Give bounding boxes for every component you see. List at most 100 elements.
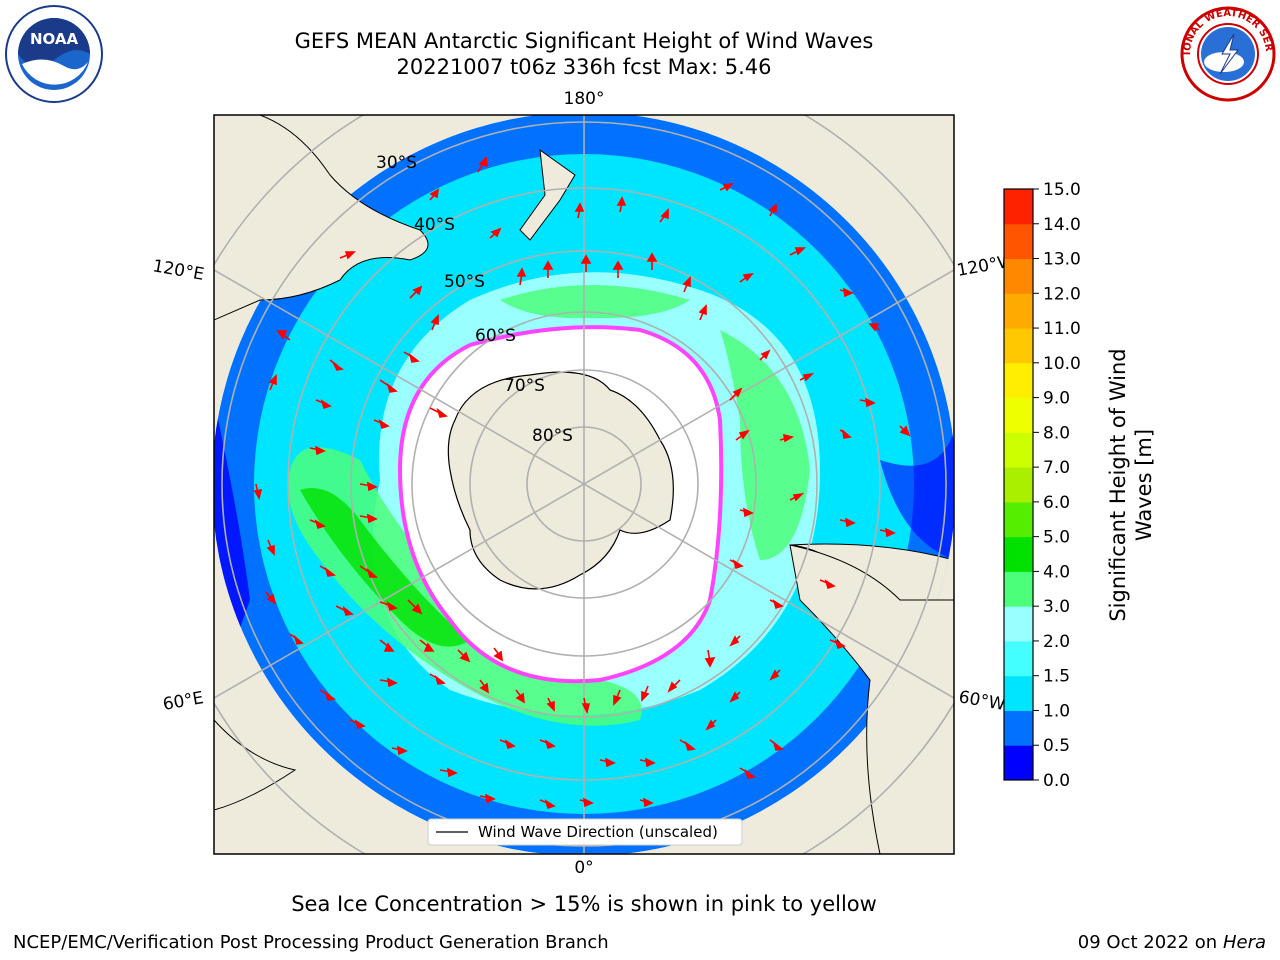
wave-arrow: [868, 323, 881, 332]
wave-arrow: [339, 251, 356, 260]
wave-arrow: [379, 639, 395, 652]
wave-arrow: [639, 757, 656, 768]
footer-host: Hera: [1222, 932, 1266, 953]
wave-arrow: [759, 349, 771, 361]
wave-arrow: [682, 276, 691, 293]
wave-arrow: [379, 601, 398, 612]
colorbar-tick-label: 6.0: [1043, 493, 1070, 513]
wave-arrow: [319, 565, 336, 577]
wave-arrow: [612, 260, 624, 278]
wave-arrow: [407, 599, 423, 615]
wave-arrow: [409, 285, 423, 299]
lat-label-30s: 30°S: [376, 153, 417, 173]
wave-arrow: [705, 719, 717, 731]
wave-arrow: [516, 267, 527, 286]
sea-ice-edge: [397, 325, 724, 684]
wave-arrow: [373, 419, 390, 430]
wave-arrow: [429, 188, 440, 201]
new-zealand-landmass: [519, 148, 576, 241]
ocean-green-band-west: [288, 447, 642, 726]
wave-arrow: [379, 677, 398, 688]
wave-arrow: [359, 513, 378, 524]
colorbar-tick-label: 4.0: [1043, 562, 1070, 582]
meridian-60e-120w: [214, 269, 954, 699]
colorbar-tick-label: 15.0: [1043, 180, 1081, 200]
wave-arrow: [268, 374, 277, 391]
wave-arrow: [839, 429, 852, 439]
wave-arrow: [739, 767, 756, 779]
colorbar-tick-label: 7.0: [1043, 458, 1070, 478]
wave-arrow: [580, 254, 592, 272]
wave-arrow: [499, 739, 516, 750]
lat-label-80s: 80°S: [532, 426, 573, 446]
lon-label-180-outer: 180°: [564, 89, 605, 109]
wave-arrow: [329, 359, 345, 371]
colorbar-segment: [1004, 571, 1033, 607]
ocean-green-core-west: [300, 488, 470, 647]
wave-arrow: [729, 559, 744, 570]
colorbar-tick-label: 5.0: [1043, 528, 1070, 548]
colorbar-tick-label: 12.0: [1043, 284, 1081, 304]
colorbar-tick-label: 3.0: [1043, 597, 1070, 617]
wave-arrow: [479, 793, 496, 804]
legend-label: Wind Wave Direction (unscaled): [478, 823, 718, 841]
wave-arrow: [769, 739, 784, 751]
wave-arrow: [419, 639, 435, 652]
wave-arrow: [779, 433, 795, 443]
noaa-logo: NOAA: [5, 5, 103, 103]
wave-arrow: [819, 579, 836, 590]
footer-credit: NCEP/EMC/Verification Post Processing Pr…: [13, 932, 609, 953]
colorbar-segment: [1004, 362, 1033, 399]
lat-label-40s: 40°S: [414, 215, 455, 235]
wave-arrow: [768, 203, 777, 217]
colorbar-segment: [1004, 223, 1033, 260]
wave-arrow: [429, 407, 448, 418]
map-frame: [213, 114, 955, 855]
wave-arrow: [613, 689, 622, 706]
colorbar-tick-label: 10.0: [1043, 354, 1081, 374]
wave-arrow: [879, 527, 896, 538]
colorbar-tick-label: 1.5: [1043, 667, 1070, 687]
lon-label-60w-outer: 60°W: [957, 687, 1007, 715]
colorbar-tick-label: 2.0: [1043, 632, 1070, 652]
chart-title-line1: GEFS MEAN Antarctic Significant Height o…: [294, 29, 874, 53]
wind-wave-arrows: [253, 156, 911, 810]
wave-arrow: [489, 227, 502, 239]
wave-arrow: [539, 739, 556, 750]
colorbar-segment: [1004, 293, 1033, 329]
wave-arrow: [309, 445, 326, 456]
wave-arrow: [789, 492, 805, 502]
colorbar-segment: [1004, 606, 1033, 642]
wave-arrow: [899, 425, 911, 437]
wave-arrow: [839, 287, 854, 298]
wave-arrow: [309, 519, 326, 530]
wave-arrow: [265, 591, 277, 605]
wave-arrow: [359, 481, 378, 492]
wave-arrow: [789, 247, 806, 256]
colorbar-tick-label: 9.0: [1043, 389, 1070, 409]
colorbar-segment: [1004, 328, 1033, 364]
wave-arrow: [359, 565, 379, 578]
australia-outside-disk: [214, 115, 429, 321]
wave-arrow: [579, 797, 594, 808]
footer-date-text: 09 Oct 2022 on: [1077, 932, 1223, 953]
wave-arrow: [253, 483, 263, 501]
lat-label-60s: 60°S: [475, 326, 516, 346]
ocean-deep-east: [880, 430, 954, 560]
colorbar-segment: [1004, 745, 1033, 781]
nws-logo: NATIONAL WEATHER SERVICE: [1176, 4, 1276, 102]
wave-arrow: [289, 633, 304, 645]
wave-arrow: [719, 182, 734, 192]
colorbar-segment: [1004, 710, 1033, 746]
wave-arrow: [739, 272, 754, 283]
wave-arrow: [698, 304, 707, 321]
ocean-green-band-north: [500, 285, 690, 319]
wave-arrow: [477, 156, 488, 173]
colorbar-tick-label: 8.0: [1043, 423, 1070, 443]
wave-arrow: [391, 745, 408, 756]
wave-arrow: [539, 799, 556, 810]
colorbar-segment: [1004, 189, 1033, 225]
wave-arrow: [581, 697, 591, 715]
colorbar-segment: [1004, 501, 1033, 538]
